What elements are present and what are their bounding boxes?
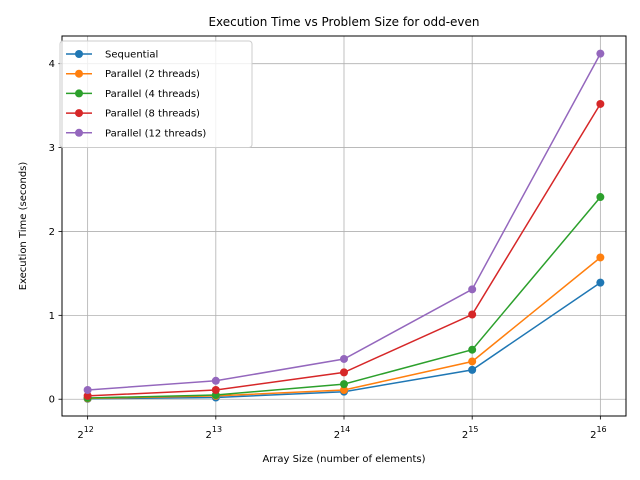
data-point (211, 385, 220, 394)
legend-item: Sequential (66, 50, 158, 61)
legend-marker (75, 69, 83, 78)
y-axis: 0 1 2 3 4 (49, 59, 62, 406)
data-point (340, 380, 348, 389)
x-tick-label: 214 (334, 425, 351, 441)
data-point (596, 193, 605, 202)
x-tick-label: 213 (206, 425, 223, 441)
data-point (83, 385, 92, 394)
data-point (596, 49, 605, 58)
legend-label: Parallel (4 threads) (105, 89, 200, 100)
x-tick-label: 212 (77, 425, 94, 441)
x-axis-label: Array Size (number of elements) (262, 454, 425, 465)
data-point (340, 385, 348, 394)
legend-label: Sequential (105, 50, 158, 61)
legend-box (59, 40, 253, 148)
y-tick-label: 0 (49, 395, 55, 406)
legend-label: Parallel (2 threads) (105, 69, 200, 80)
y-axis-label: Execution Time (seconds) (18, 162, 29, 291)
legend-marker (75, 50, 83, 58)
data-point (83, 391, 92, 400)
series-layer (83, 49, 605, 403)
legend-label: Parallel (12 threads) (105, 128, 206, 139)
data-point (468, 365, 477, 374)
y-tick-label: 3 (49, 143, 55, 154)
x-axis: 212 213 214 215 216 (77, 416, 607, 441)
data-point (596, 278, 605, 287)
series (83, 99, 605, 400)
legend-label: Parallel (8 threads) (105, 109, 200, 120)
data-point (468, 345, 477, 354)
data-point (596, 253, 605, 262)
data-point (596, 99, 605, 108)
data-point (468, 285, 477, 294)
legend-marker (75, 109, 83, 118)
data-point (340, 354, 348, 363)
legend-item: Parallel (8 threads) (66, 109, 200, 120)
legend: Sequential Parallel (2 threads) Parallel (… (59, 40, 253, 148)
x-tick-label: 216 (590, 425, 607, 441)
y-tick-label: 1 (49, 311, 55, 322)
legend-item: Parallel (4 threads) (66, 89, 200, 100)
y-tick-label: 2 (49, 227, 55, 238)
series (83, 49, 605, 394)
data-point (468, 310, 477, 319)
legend-item: Parallel (2 threads) (66, 69, 200, 80)
x-tick-label: 215 (462, 425, 479, 441)
data-point (340, 368, 348, 377)
legend-marker (75, 128, 83, 137)
legend-item: Parallel (12 threads) (66, 128, 206, 139)
legend-marker (75, 89, 83, 98)
data-point (211, 376, 220, 385)
y-tick-label: 4 (49, 59, 55, 70)
chart-title: Execution Time vs Problem Size for odd-e… (208, 15, 479, 29)
data-point (468, 357, 477, 366)
